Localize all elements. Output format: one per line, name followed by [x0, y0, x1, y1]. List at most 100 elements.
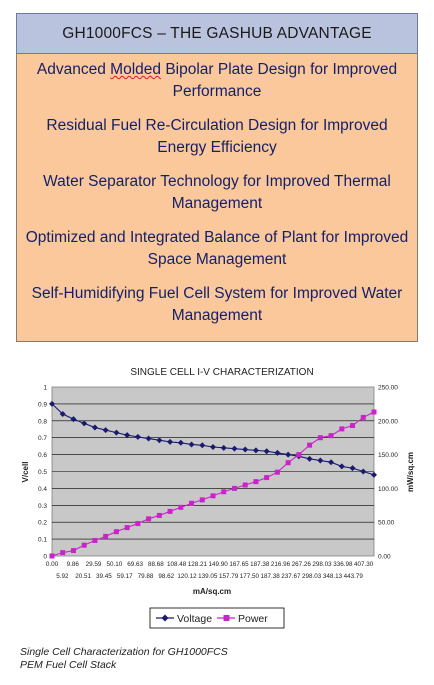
voltage-point: [113, 429, 120, 436]
figure-caption: Single Cell Characterization for GH1000F…: [20, 646, 420, 672]
power-point: [339, 426, 345, 432]
voltage-point: [59, 411, 66, 418]
power-point: [296, 452, 302, 458]
advantage-item: Optimized and Integrated Balance of Plan…: [17, 227, 417, 271]
advantage-spellcheck-word: Molded: [110, 61, 162, 78]
power-point: [81, 542, 87, 548]
y-tick-label: 0.3: [38, 503, 47, 510]
y2-tick-label: 250.00: [378, 385, 398, 392]
y2-tick-label: 50.00: [378, 520, 395, 527]
x-tick-label: 5.92: [56, 573, 69, 580]
power-point: [49, 553, 55, 559]
voltage-point: [91, 424, 98, 431]
advantage-item: Residual Fuel Re-Circulation Design for …: [17, 115, 417, 159]
voltage-point: [199, 442, 206, 449]
y-tick-label: 0.2: [38, 520, 47, 527]
legend-voltage-marker: [161, 614, 169, 622]
x-tick-label: 443.79: [344, 573, 364, 580]
advantage-text: Optimized and Integrated Balance of Plan…: [25, 229, 409, 268]
x-tick-label: 50.10: [106, 561, 122, 568]
voltage-point: [220, 444, 227, 451]
x-tick-label: 167.65: [229, 561, 249, 568]
advantage-title: GH1000FCS – THE GASHUB ADVANTAGE: [62, 24, 372, 42]
y-axis-ticks: 0 0.1 0.2 0.3 0.4 0.5 0.6 0.7 0.8 0.9 1: [38, 385, 47, 561]
y2-tick-label: 0.00: [378, 554, 391, 561]
x-axis-ticks: 0.00 9.86 29.59 50.10 69.63 88.68 108.48 128.21…: [46, 561, 374, 580]
voltage-point: [360, 468, 367, 475]
power-point: [231, 485, 237, 491]
power-point: [242, 482, 248, 488]
voltage-point: [81, 420, 88, 427]
x-tick-label: 187.38: [260, 573, 280, 580]
power-point: [371, 409, 377, 415]
x-tick-label: 39.45: [96, 573, 112, 580]
x-tick-label: 88.68: [148, 561, 164, 568]
caption-line-1: Single Cell Characterization for GH1000F…: [20, 646, 228, 658]
y-tick-label: 0.1: [38, 537, 47, 544]
legend-power-label: Power: [238, 613, 268, 625]
x-tick-label: 336.98: [333, 561, 353, 568]
x-tick-label: 79.88: [138, 573, 154, 580]
power-point: [146, 516, 152, 522]
power-point: [167, 508, 173, 514]
x-axis-label: mA/sq.cm: [193, 587, 231, 596]
voltage-point: [145, 435, 152, 442]
y-tick-label: 0.6: [38, 452, 47, 459]
x-tick-label: 267.26: [292, 561, 312, 568]
voltage-point: [338, 463, 345, 470]
x-tick-label: 216.96: [271, 561, 291, 568]
y2-tick-label: 200.00: [378, 418, 398, 425]
x-tick-label: 187.38: [250, 561, 270, 568]
x-tick-label: 157.79: [219, 573, 239, 580]
x-tick-label: 9.86: [67, 561, 80, 568]
series-markers: [49, 400, 377, 559]
power-point: [221, 489, 227, 495]
caption-line-2: PEM Fuel Cell Stack: [20, 659, 117, 671]
voltage-point: [134, 433, 141, 440]
voltage-point: [210, 443, 216, 450]
x-tick-label: 29.59: [86, 561, 102, 568]
power-point: [113, 529, 119, 535]
advantage-text: Water Separator Technology for Improved …: [43, 173, 391, 212]
legend-power-marker: [223, 615, 230, 621]
power-point: [60, 550, 66, 556]
voltage-point: [177, 439, 184, 446]
y-tick-label: 0.4: [38, 486, 47, 493]
power-point: [253, 479, 259, 485]
voltage-point: [371, 471, 377, 478]
voltage-point: [242, 446, 249, 453]
iv-chart: SINGLE CELL I-V CHARACTERIZATION 0 0.1 0.2…: [16, 356, 418, 641]
x-tick-label: 139.05: [198, 573, 218, 580]
x-tick-label: 120.12: [177, 573, 197, 580]
voltage-point: [306, 455, 313, 462]
voltage-point: [285, 451, 292, 458]
x-tick-label: 177.50: [240, 573, 260, 580]
chart-title: SINGLE CELL I-V CHARACTERIZATION: [130, 367, 313, 378]
voltage-point: [156, 437, 163, 444]
advantage-text-end: Bipolar Plate Design for Improved Perfor…: [161, 61, 398, 100]
advantage-text: Residual Fuel Re-Circulation Design for …: [46, 117, 388, 156]
advantage-text: Advanced: [36, 61, 111, 78]
voltage-point: [167, 438, 174, 445]
power-point: [210, 493, 216, 499]
power-point: [178, 504, 184, 510]
y-tick-label: 1: [43, 385, 47, 392]
y-tick-label: 0.7: [38, 435, 47, 442]
power-point: [360, 414, 366, 420]
x-tick-label: 298.03: [302, 573, 322, 580]
advantage-list: Advanced Molded Bipolar Plate Design for…: [16, 54, 418, 342]
power-point: [156, 512, 162, 518]
x-tick-label: 59.17: [117, 573, 133, 580]
x-tick-label: 20.51: [75, 573, 91, 580]
advantage-text: Self-Humidifying Fuel Cell System for Im…: [31, 285, 403, 324]
legend: Voltage Power: [149, 607, 285, 629]
y2-tick-label: 100.00: [378, 486, 398, 493]
power-point: [285, 460, 291, 466]
power-point: [70, 548, 76, 554]
y-axis-label: V/cell: [21, 462, 30, 483]
voltage-point: [231, 445, 238, 452]
x-tick-label: 237.67: [281, 573, 301, 580]
voltage-point: [328, 459, 335, 466]
x-tick-label: 407.30: [354, 561, 374, 568]
voltage-point: [124, 432, 131, 439]
